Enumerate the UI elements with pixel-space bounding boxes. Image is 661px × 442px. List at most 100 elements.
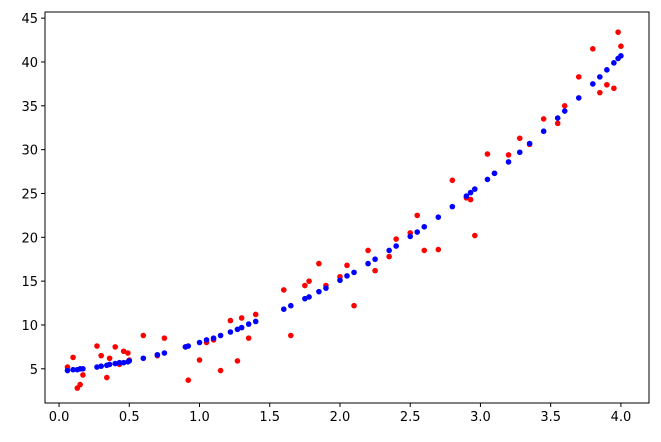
point <box>575 95 582 101</box>
point <box>280 287 287 293</box>
x-tick-label: 2.5 <box>400 410 421 425</box>
y-tick-label: 45 <box>21 12 38 27</box>
point <box>210 335 217 341</box>
point <box>472 232 478 239</box>
point <box>561 103 568 109</box>
point <box>227 317 234 324</box>
point <box>337 277 343 284</box>
point <box>238 324 245 331</box>
point <box>491 170 498 177</box>
y-tick-label: 25 <box>21 187 38 202</box>
point <box>611 60 617 66</box>
point <box>526 140 533 147</box>
point <box>161 350 168 356</box>
point <box>323 285 329 291</box>
point <box>77 381 83 388</box>
y-tick-label: 20 <box>21 231 38 246</box>
point <box>575 74 582 80</box>
point <box>435 214 442 220</box>
point <box>112 344 119 350</box>
point <box>615 29 621 35</box>
point <box>414 212 421 219</box>
point <box>414 229 421 235</box>
point <box>344 273 350 279</box>
point <box>161 335 168 341</box>
point <box>126 358 133 364</box>
point <box>80 366 86 372</box>
point <box>217 367 224 374</box>
point <box>196 339 203 346</box>
point <box>435 246 442 253</box>
point <box>140 355 147 362</box>
point <box>302 295 308 302</box>
point <box>540 128 547 135</box>
point <box>386 253 392 260</box>
y-tick-label: 30 <box>21 144 38 159</box>
point <box>217 332 224 339</box>
point <box>185 343 192 349</box>
point <box>70 366 76 373</box>
point <box>365 260 371 267</box>
y-tick-label: 40 <box>21 56 38 71</box>
point <box>106 361 113 368</box>
point <box>372 267 378 274</box>
point <box>393 236 399 242</box>
point <box>252 311 259 318</box>
point <box>554 120 561 127</box>
point <box>70 354 76 361</box>
point <box>196 357 203 363</box>
point <box>449 177 456 184</box>
point <box>467 196 474 203</box>
point <box>64 367 71 374</box>
point <box>252 318 259 325</box>
point <box>421 223 428 230</box>
point <box>234 358 241 364</box>
point <box>604 67 610 73</box>
x-tick-label: 2.0 <box>330 410 351 425</box>
point <box>316 288 322 295</box>
point <box>116 359 123 366</box>
point <box>597 89 603 96</box>
point <box>484 176 491 183</box>
x-tick-label: 3.0 <box>470 410 491 425</box>
point <box>245 321 252 327</box>
point <box>590 46 596 52</box>
point <box>463 193 470 199</box>
x-tick-label: 3.5 <box>540 410 561 425</box>
point <box>154 351 161 358</box>
plot-frame <box>44 11 650 404</box>
point <box>104 374 110 381</box>
point <box>203 337 210 343</box>
point <box>561 108 568 114</box>
point <box>227 329 234 335</box>
y-tick-label: 35 <box>21 100 38 115</box>
point <box>112 360 119 367</box>
point <box>590 81 596 87</box>
point <box>484 151 491 157</box>
x-tick-label: 0.5 <box>119 410 140 425</box>
y-tick-label: 10 <box>21 319 38 334</box>
point <box>604 81 610 88</box>
point <box>288 332 294 339</box>
point <box>407 233 414 240</box>
point <box>306 278 312 284</box>
point <box>98 363 104 369</box>
point <box>351 302 357 309</box>
point <box>302 282 308 289</box>
point <box>306 294 312 300</box>
point <box>449 203 456 210</box>
point <box>245 335 252 341</box>
point <box>234 326 241 333</box>
point <box>467 189 474 196</box>
point <box>540 116 547 122</box>
point <box>106 355 113 362</box>
x-tick-label: 1.5 <box>259 410 280 425</box>
point <box>393 243 399 249</box>
point <box>344 262 350 269</box>
point <box>140 332 147 339</box>
point <box>554 115 561 121</box>
point <box>238 315 245 321</box>
point <box>372 256 378 263</box>
x-tick-label: 1.0 <box>189 410 210 425</box>
x-tick-label: 0.0 <box>49 410 70 425</box>
